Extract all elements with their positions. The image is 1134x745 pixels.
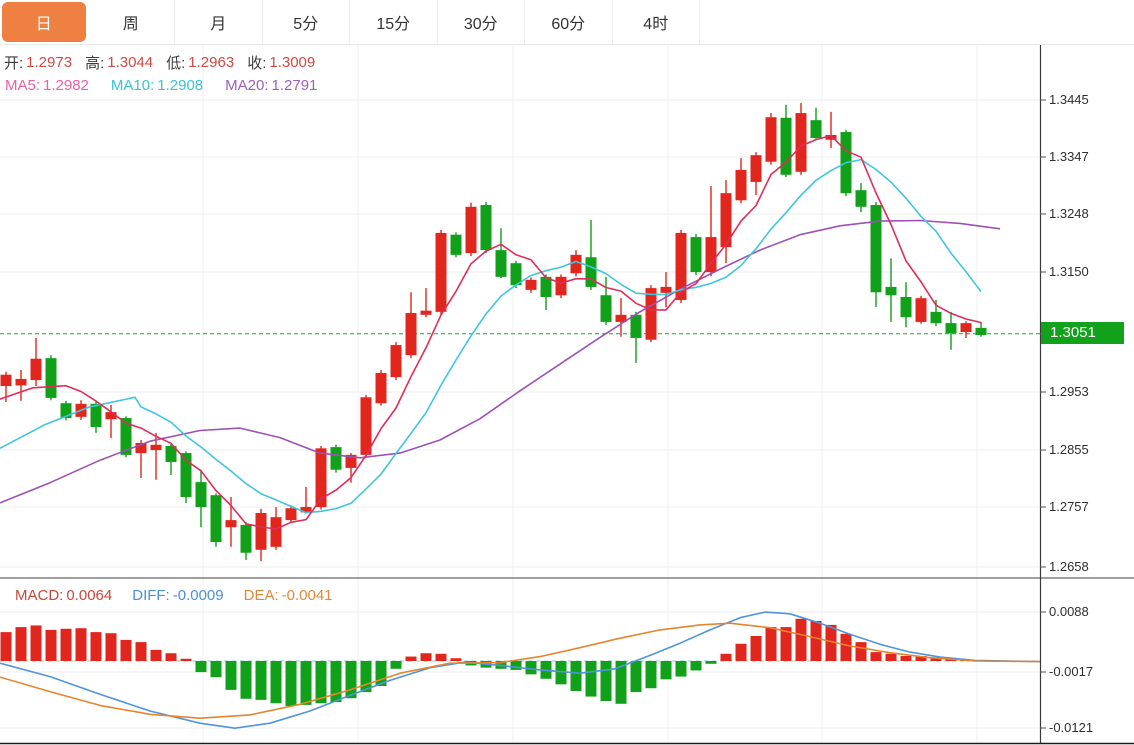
open-label: 开: <box>4 55 24 72</box>
low-value: 1.2963 <box>188 54 235 71</box>
tab-日[interactable]: 日 <box>0 0 88 44</box>
grid-layer <box>0 45 1040 743</box>
close-label: 收: <box>247 55 267 72</box>
dea-label: DEA: <box>243 587 279 604</box>
high-label: 高: <box>85 55 105 72</box>
candles-layer <box>0 102 987 562</box>
macd-label: MACD: <box>15 587 64 604</box>
macd-value: 0.0064 <box>66 587 113 604</box>
diff-line <box>0 611 1041 730</box>
open-value: 1.2973 <box>26 54 73 71</box>
tab-月[interactable]: 月 <box>175 0 263 44</box>
axis-tick-1.2953: 1.2953 <box>1049 384 1089 399</box>
ma20-value: 1.2791 <box>271 77 318 94</box>
axis-tick--0.0121: -0.0121 <box>1049 720 1094 735</box>
axis-tick-1.3248: 1.3248 <box>1049 206 1089 221</box>
tab-周[interactable]: 周 <box>87 0 175 44</box>
current-price-badge: 1.3051 <box>1041 322 1124 344</box>
ma20-line <box>0 219 1001 504</box>
macd-readout: MACD: 0.0064 DIFF: -0.0009 DEA: -0.0041 <box>15 587 333 604</box>
ma20-label: MA20: <box>225 77 269 94</box>
diff-value: -0.0009 <box>172 587 224 604</box>
axis-tick-1.2658: 1.2658 <box>1049 559 1089 574</box>
ma10-label: MA10: <box>110 77 155 94</box>
diff-label: DIFF: <box>132 587 170 604</box>
frame-layer <box>0 45 1134 745</box>
tab-60分[interactable]: 60分 <box>525 0 613 44</box>
axis-tick-1.3150: 1.3150 <box>1049 264 1089 279</box>
axis-tick-1.3347: 1.3347 <box>1049 149 1089 164</box>
tab-30分[interactable]: 30分 <box>437 0 525 44</box>
low-label: 低: <box>166 55 186 72</box>
high-value: 1.3044 <box>107 54 154 71</box>
dea-value: -0.0041 <box>281 587 333 604</box>
axis-tick-1.2855: 1.2855 <box>1049 442 1089 457</box>
ohlc-readout: 开: 1.2973 高: 1.3044 低: 1.2963 收: 1.3009 <box>4 52 315 73</box>
ma5-label: MA5: <box>5 77 41 94</box>
axis-tick-0.0088: 0.0088 <box>1049 604 1089 619</box>
tab-5分[interactable]: 5分 <box>262 0 350 44</box>
ma5-line <box>0 134 982 530</box>
ma5-value: 1.2982 <box>43 77 89 94</box>
tab-4时[interactable]: 4时 <box>612 0 700 44</box>
timeframe-tabbar: 日周月 5分 15分 30分 60分 4时 <box>0 0 1134 45</box>
axis-tick-1.3445: 1.3445 <box>1049 92 1089 107</box>
ma10-line <box>0 158 982 514</box>
axis-tick--0.0017: -0.0017 <box>1049 664 1094 679</box>
axis-tick-1.2757: 1.2757 <box>1049 499 1089 514</box>
close-value: 1.3009 <box>269 54 316 71</box>
tab-15分[interactable]: 15分 <box>350 0 438 44</box>
dea-line <box>0 622 1041 720</box>
ma10-value: 1.2908 <box>157 77 204 94</box>
ma-readout: MA5: 1.2982 MA10: 1.2908 MA20: 1.2791 <box>5 77 317 94</box>
